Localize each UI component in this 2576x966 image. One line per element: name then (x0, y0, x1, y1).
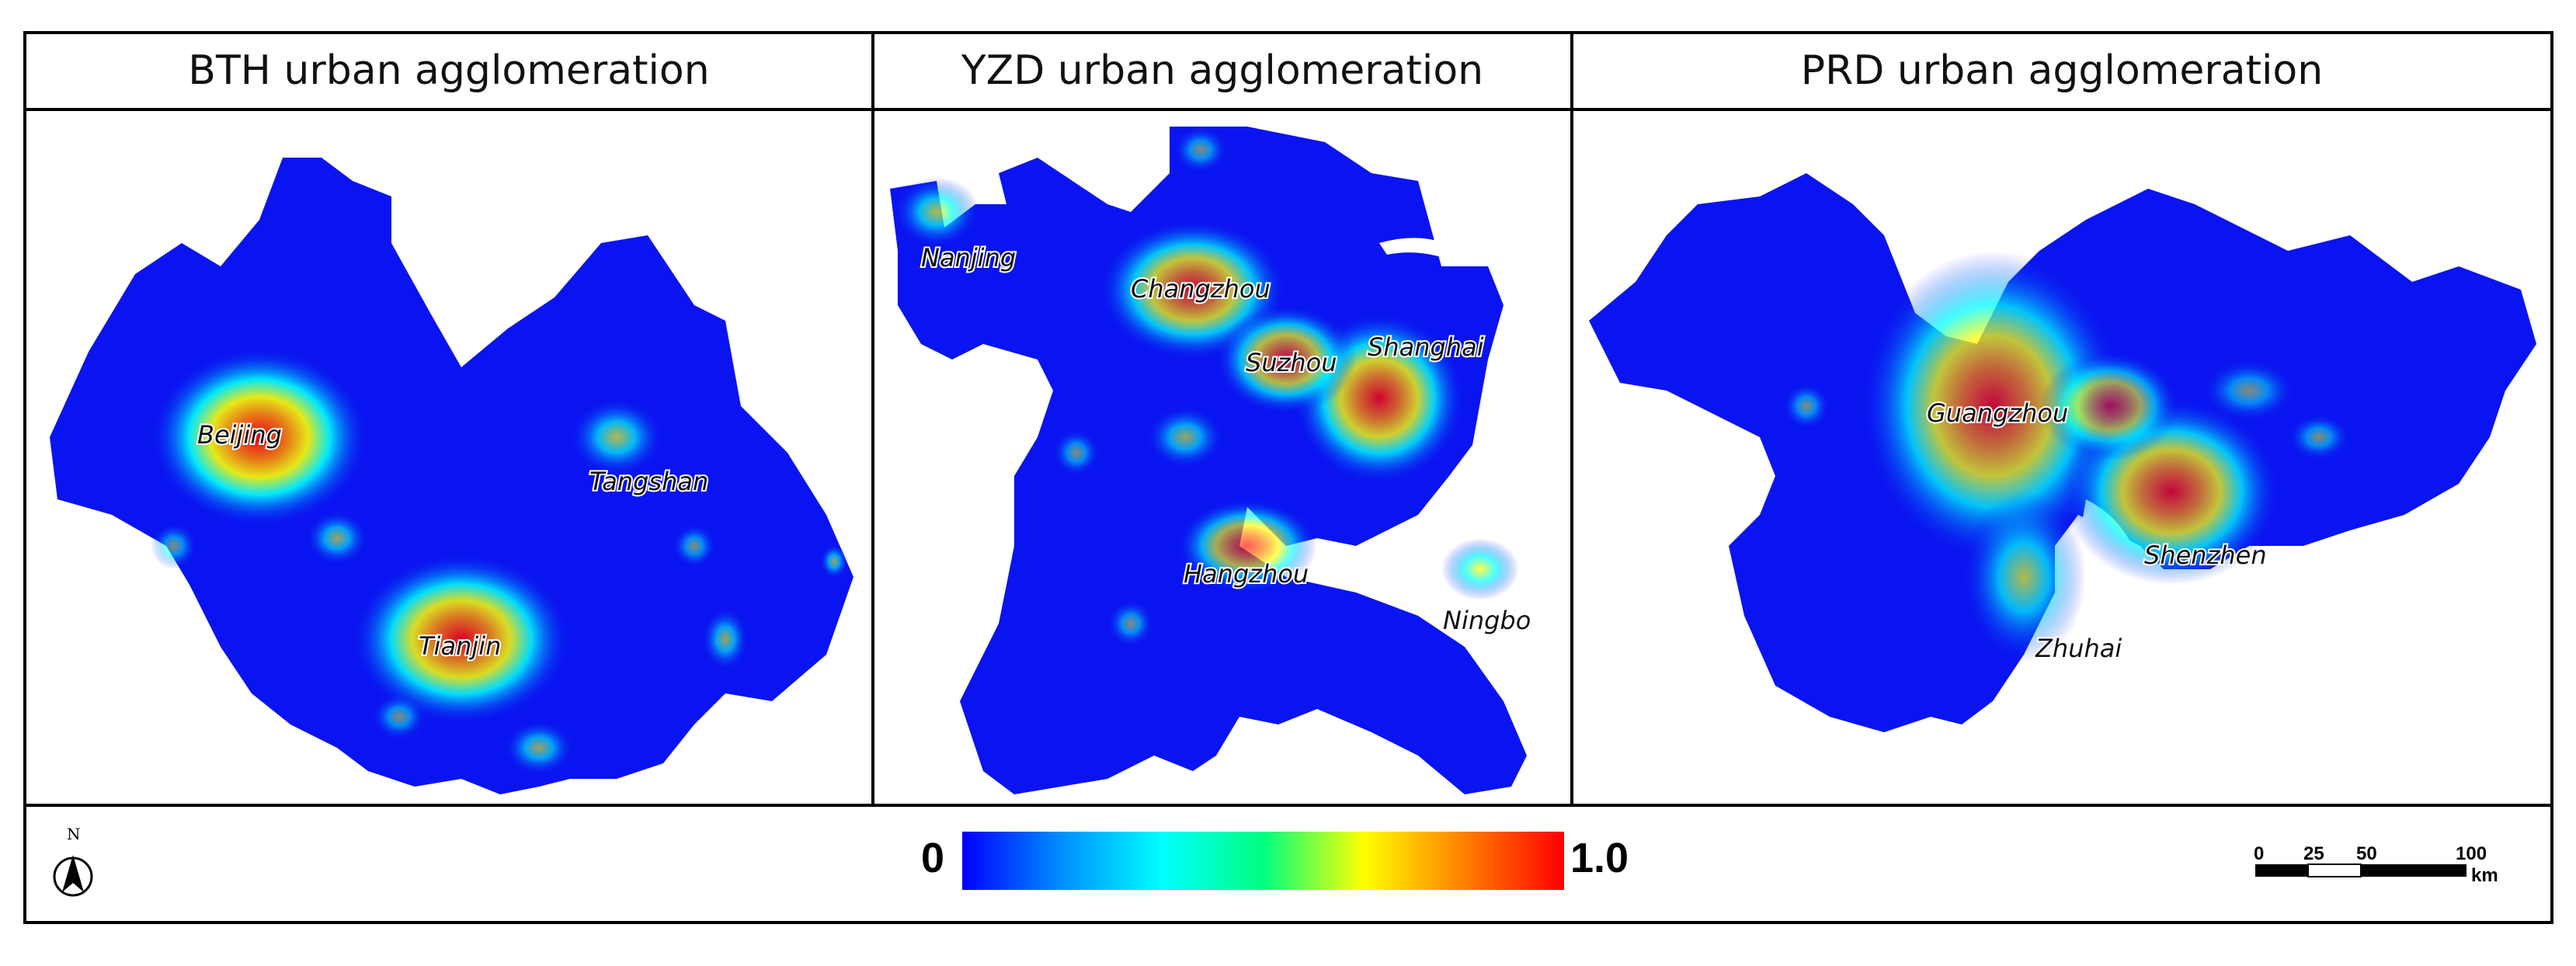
scale-tick-0: 0 (2254, 843, 2264, 864)
city-label-ningbo: Ningbo (1443, 606, 1531, 635)
scale-unit: km (2471, 865, 2498, 886)
yzd-river (1379, 238, 1472, 266)
north-arrow-icon: N (53, 825, 93, 897)
scale-bar: 0 25 50 100 km (2254, 843, 2498, 886)
map-bth: Beijing Tangshan Tianjin (26, 111, 871, 804)
map-bth-svg: Beijing Tangshan Tianjin (50, 158, 853, 794)
figure-frame: BTH urban agglomeration YZD urban agglom… (23, 31, 2553, 924)
map-yzd-svg: Nanjing Changzhou Suzhou Shanghai Hangzh… (890, 127, 1532, 794)
city-label-tangshan: Tangshan (589, 467, 708, 496)
city-label-changzhou: Changzhou (1131, 274, 1271, 304)
city-label-shenzhen: Shenzhen (2144, 540, 2267, 570)
colorbar (962, 832, 1564, 890)
map-prd: Guangzhou Shenzhen Zhuhai (1573, 111, 2550, 804)
panel-title-prd: PRD urban agglomeration (1800, 47, 2324, 94)
scale-tick-25: 25 (2303, 843, 2324, 864)
title-divider (26, 108, 2550, 111)
map-prd-svg: Guangzhou Shenzhen Zhuhai (1589, 173, 2536, 732)
bth-region-shape (50, 158, 853, 794)
panel-title-bth: BTH urban agglomeration (188, 47, 710, 94)
scale-tick-50: 50 (2356, 843, 2377, 864)
scale-tick-100: 100 (2456, 843, 2487, 864)
map-yzd: Nanjing Changzhou Suzhou Shanghai Hangzh… (874, 111, 1570, 804)
city-label-hangzhou: Hangzhou (1184, 559, 1309, 589)
panel-divider-1 (871, 34, 874, 804)
city-label-zhuhai: Zhuhai (2035, 634, 2122, 663)
legend-divider (26, 804, 2550, 807)
city-label-suzhou: Suzhou (1246, 348, 1337, 377)
city-label-tianjin: Tianjin (419, 631, 501, 661)
city-label-nanjing: Nanjing (921, 243, 1016, 273)
colorbar-min-label: 0 (921, 835, 945, 881)
city-label-shanghai: Shanghai (1368, 332, 1484, 362)
city-label-beijing: Beijing (197, 420, 282, 450)
panel-divider-2 (1570, 34, 1573, 804)
panel-title-yzd: YZD urban agglomeration (961, 47, 1484, 94)
city-label-guangzhou: Guangzhou (1927, 398, 2068, 428)
colorbar-max-label: 1.0 (1570, 835, 1629, 881)
north-label: N (67, 825, 81, 843)
legend-strip: N 0 1.0 0 25 50 100 km (26, 807, 2550, 921)
